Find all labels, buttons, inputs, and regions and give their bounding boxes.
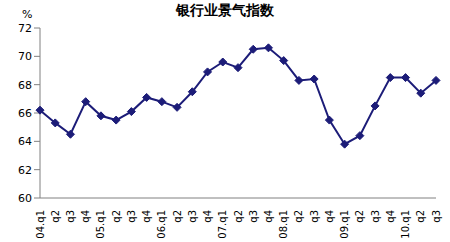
- svg-text:05.q1: 05.q1: [95, 210, 106, 239]
- svg-text:q2: q2: [354, 210, 365, 223]
- svg-text:08.q1: 08.q1: [278, 210, 289, 239]
- svg-text:q3: q3: [431, 210, 442, 223]
- svg-text:q4: q4: [263, 210, 274, 223]
- svg-text:q3: q3: [65, 210, 76, 223]
- svg-text:70: 70: [18, 50, 32, 63]
- svg-text:q2: q2: [233, 210, 244, 223]
- html-text:银行业景气指数: 银行业景气指数: [176, 2, 274, 18]
- svg-text:64: 64: [18, 135, 32, 148]
- svg-text:q3: q3: [248, 210, 259, 223]
- svg-text:q3: q3: [187, 210, 198, 223]
- svg-text:68: 68: [18, 79, 32, 92]
- svg-text:q4: q4: [80, 210, 91, 223]
- svg-text:q4: q4: [141, 210, 152, 223]
- svg-text:q2: q2: [172, 210, 183, 223]
- svg-text:q2: q2: [50, 210, 61, 223]
- svg-text:q2: q2: [111, 210, 122, 223]
- svg-text:06.q1: 06.q1: [156, 210, 167, 239]
- svg-text:60: 60: [18, 192, 32, 205]
- svg-text:62: 62: [18, 164, 32, 177]
- svg-text:q4: q4: [324, 210, 335, 223]
- svg-text:q4: q4: [202, 210, 213, 223]
- svg-text:66: 66: [18, 107, 32, 120]
- svg-text:q4: q4: [385, 210, 396, 223]
- svg-text:q3: q3: [309, 210, 320, 223]
- svg-text:09.q1: 09.q1: [339, 210, 350, 239]
- svg-text:q3: q3: [370, 210, 381, 223]
- svg-text:07.q1: 07.q1: [217, 210, 228, 239]
- svg-text:72: 72: [18, 22, 32, 35]
- svg-text:q2: q2: [293, 210, 304, 223]
- svg-text:04.q1: 04.q1: [35, 210, 46, 239]
- svg-text:10.q1: 10.q1: [400, 210, 411, 239]
- svg-text:q3: q3: [126, 210, 137, 223]
- svg-text:q2: q2: [415, 210, 426, 223]
